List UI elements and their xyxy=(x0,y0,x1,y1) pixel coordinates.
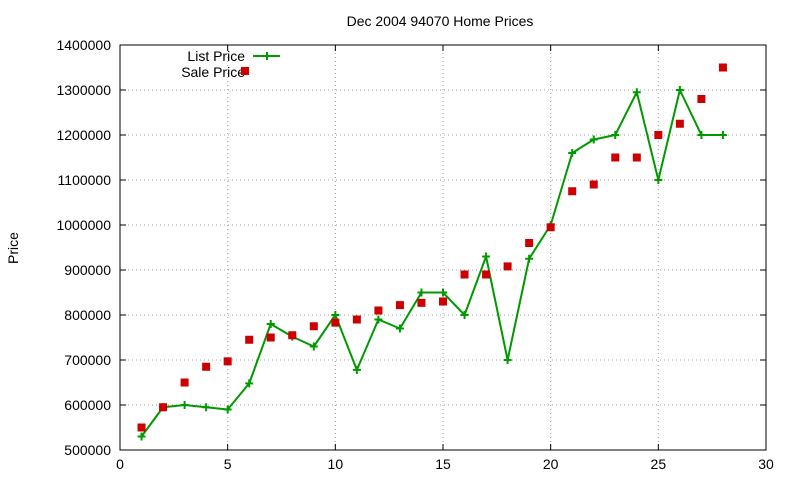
sale-price-point xyxy=(632,153,641,162)
y-tick-label: 900000 xyxy=(64,262,111,278)
sale-price-point xyxy=(525,239,534,247)
y-tick-label: 700000 xyxy=(64,352,111,368)
x-tick-label: 20 xyxy=(543,456,559,472)
list-price-point xyxy=(697,131,706,139)
sale-price-point xyxy=(137,423,146,432)
sale-price-point xyxy=(223,357,232,366)
list-price-point xyxy=(331,311,340,319)
list-price-point xyxy=(352,365,361,374)
x-tick-label: 15 xyxy=(435,456,451,472)
list-price-point xyxy=(482,252,491,261)
y-tick-label: 600000 xyxy=(64,397,111,413)
list-price-point xyxy=(568,149,577,157)
list-price-point xyxy=(395,324,404,333)
sale-price-point xyxy=(309,322,318,331)
sale-price-point xyxy=(374,306,383,315)
y-tick-label: 1400000 xyxy=(56,37,111,53)
sale-price-point xyxy=(460,270,469,279)
sale-price-point xyxy=(589,180,598,189)
sale-price-point xyxy=(352,315,361,324)
sale-price-point xyxy=(417,298,426,307)
sale-price-point xyxy=(611,153,620,162)
list-price-point xyxy=(654,176,663,184)
legend-marker-list-price xyxy=(263,52,271,60)
y-tick-label: 500000 xyxy=(64,442,111,458)
list-price-point xyxy=(374,315,383,324)
legend-marker-sale-price xyxy=(241,67,249,75)
x-tick-label: 30 xyxy=(758,456,774,472)
list-price-point xyxy=(309,342,318,351)
legend: List Price Sale Price xyxy=(181,48,280,80)
y-tick-label: 1200000 xyxy=(56,127,111,143)
tick-layer: 0 5 10 15 20 25 30 500000 600000 700000 800000 9000… xyxy=(56,37,774,472)
list-price-point xyxy=(589,135,598,144)
list-price-point xyxy=(245,379,254,388)
sale-price-point xyxy=(503,262,512,271)
sale-price-point xyxy=(546,223,555,232)
y-tick-label: 1300000 xyxy=(56,82,111,98)
sale-price-point xyxy=(675,119,684,128)
list-price-point xyxy=(718,131,727,139)
y-tick-label: 800000 xyxy=(64,307,111,323)
list-price-point xyxy=(417,288,426,297)
series-layer xyxy=(137,63,727,441)
legend-label-sale-price: Sale Price xyxy=(181,64,245,80)
x-tick-label: 0 xyxy=(116,456,124,472)
sale-price-point xyxy=(202,362,211,371)
sale-price-point xyxy=(482,270,491,279)
sale-price-point xyxy=(439,297,447,306)
sale-price-point xyxy=(718,63,727,72)
y-tick-label: 1100000 xyxy=(58,172,112,188)
list-price-point xyxy=(611,131,620,139)
sale-price-point xyxy=(654,131,663,139)
sale-price-point xyxy=(159,403,168,412)
x-tick-label: 10 xyxy=(328,456,344,472)
list-price-line xyxy=(140,89,723,438)
list-price-point xyxy=(460,311,469,319)
list-price-point xyxy=(223,405,232,414)
sale-price-point xyxy=(395,301,404,310)
list-price-point xyxy=(180,401,189,409)
list-price-point xyxy=(439,288,447,297)
list-price-point xyxy=(525,254,534,263)
list-price-point xyxy=(266,320,275,328)
sale-price-point xyxy=(245,335,254,344)
x-tick-label: 5 xyxy=(224,456,232,472)
sale-price-point xyxy=(288,331,297,340)
list-price-point xyxy=(675,86,684,94)
chart-title: Dec 2004 94070 Home Prices xyxy=(347,13,534,29)
sale-price-point xyxy=(331,318,340,327)
list-price-point xyxy=(632,88,641,97)
list-price-point xyxy=(503,356,512,364)
list-price-point xyxy=(202,403,211,412)
sale-price-point xyxy=(697,95,706,103)
y-tick-label: 1000000 xyxy=(56,217,111,233)
y-axis-label: Price xyxy=(5,232,21,264)
sale-price-point xyxy=(266,333,275,342)
list-price-point xyxy=(137,432,146,441)
sale-price-point xyxy=(568,187,577,196)
x-tick-label: 25 xyxy=(651,456,667,472)
sale-price-point xyxy=(180,378,189,387)
legend-label-list-price: List Price xyxy=(187,48,245,64)
